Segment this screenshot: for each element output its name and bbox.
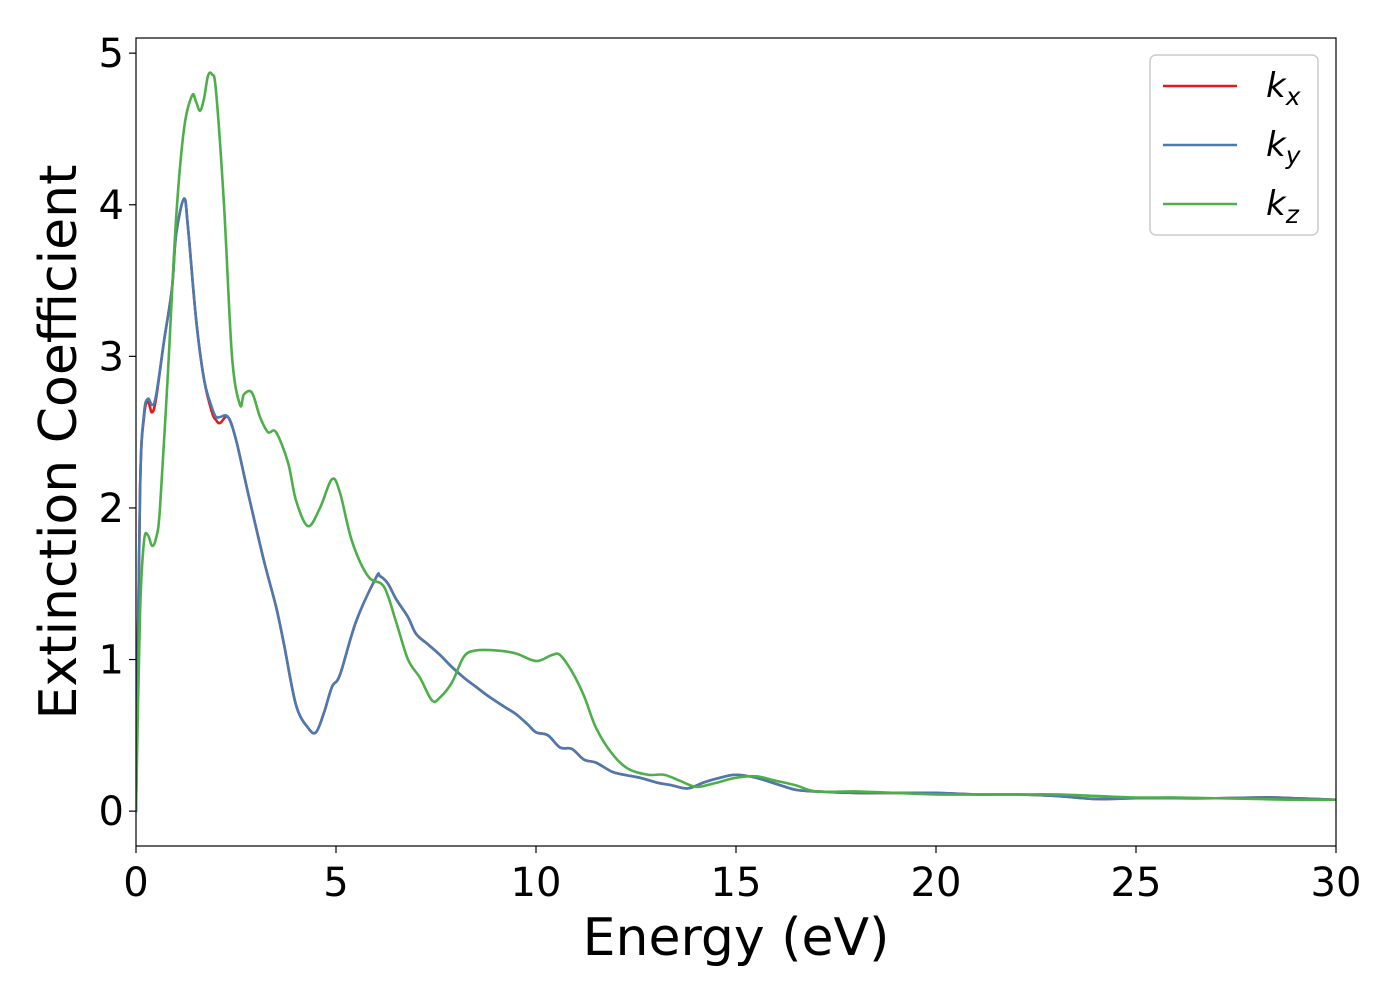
y-axis-ticks: 0 1 2 3 4 5 xyxy=(99,31,136,835)
series-line-y xyxy=(136,197,1336,813)
x-axis-ticks: 0 5 10 15 20 25 30 xyxy=(123,846,1361,906)
y-tick-label: 5 xyxy=(99,31,124,77)
y-tick-label: 1 xyxy=(99,638,124,684)
y-tick-label: 4 xyxy=(99,183,124,229)
y-tick-label: 0 xyxy=(99,789,124,835)
y-axis-title: Extinction Coefficient xyxy=(29,165,89,720)
y-tick-label: 3 xyxy=(99,334,124,380)
x-tick-label: 15 xyxy=(711,860,762,906)
y-tick-label: 2 xyxy=(99,486,124,532)
x-axis-title: Energy (eV) xyxy=(583,908,890,968)
x-tick-label: 5 xyxy=(323,860,348,906)
x-tick-label: 30 xyxy=(1311,860,1362,906)
x-tick-label: 10 xyxy=(511,860,562,906)
x-tick-label: 20 xyxy=(911,860,962,906)
series-line-z xyxy=(136,71,1336,813)
x-tick-label: 25 xyxy=(1111,860,1162,906)
series-layer xyxy=(136,71,1336,813)
plot-area xyxy=(135,37,1337,847)
x-tick-label: 0 xyxy=(123,860,148,906)
